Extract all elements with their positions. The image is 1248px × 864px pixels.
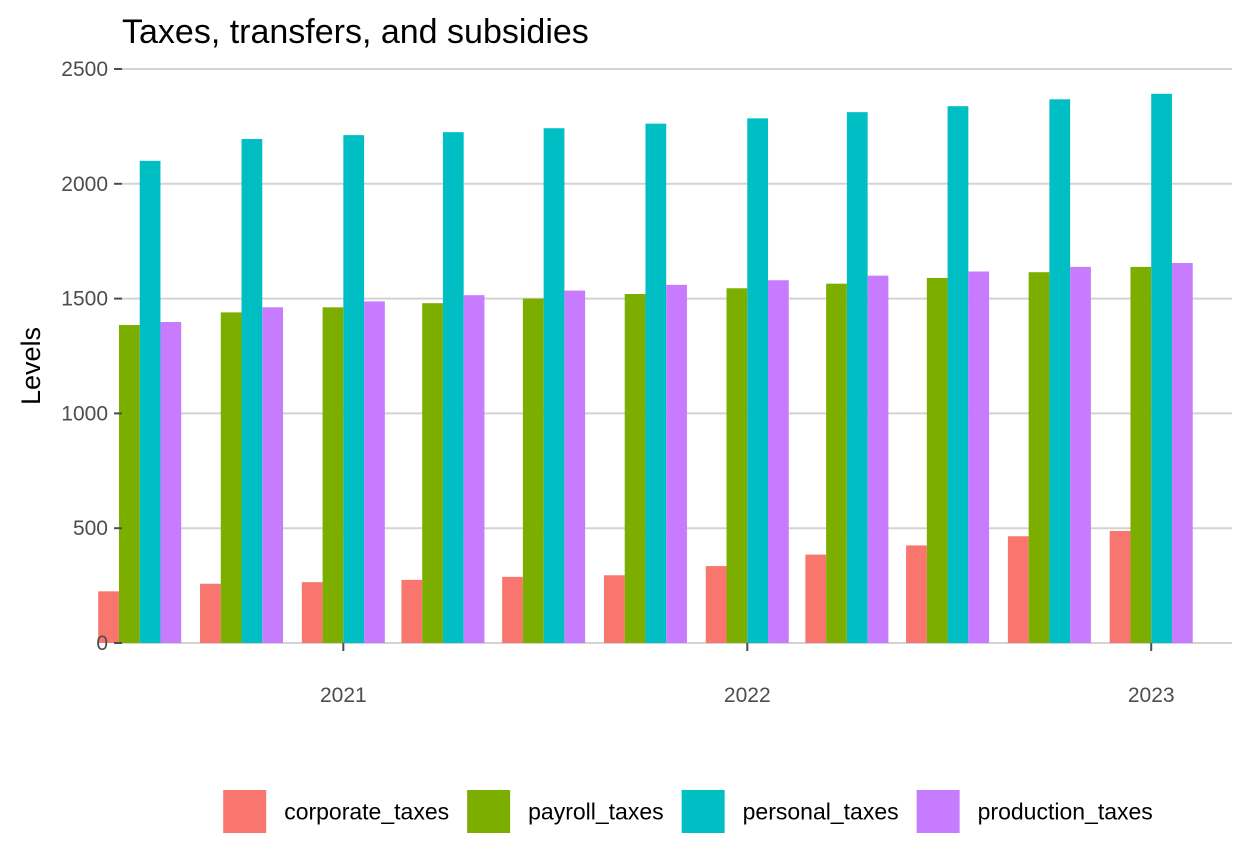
bar-payroll_taxes <box>624 294 646 643</box>
legend-label-corporate_taxes: corporate_taxes <box>284 799 449 825</box>
y-tick-label: 2000 <box>61 173 108 196</box>
legend-key-corporate_taxes <box>223 790 267 833</box>
legend: corporate_taxes payroll_taxes personal_tax… <box>223 790 1153 833</box>
bar-corporate_taxes <box>1109 530 1131 643</box>
bar-production_taxes <box>564 290 586 643</box>
bar-production_taxes <box>463 295 485 643</box>
bar-personal_taxes <box>343 135 365 643</box>
bar-payroll_taxes <box>118 325 140 643</box>
y-axis: 0 500 1000 1500 2000 2500 <box>61 58 122 655</box>
bar-corporate_taxes <box>301 582 323 643</box>
legend-key-payroll_taxes <box>467 790 511 833</box>
bar-production_taxes <box>768 280 789 643</box>
bar-production_taxes <box>160 322 182 643</box>
bar-payroll_taxes <box>522 298 544 643</box>
bar-personal_taxes <box>645 123 667 643</box>
bar-personal_taxes <box>139 160 161 643</box>
bar-payroll_taxes <box>220 312 242 643</box>
bar-personal_taxes <box>1049 99 1071 643</box>
bar-production_taxes <box>666 284 687 643</box>
legend-key-personal_taxes <box>681 790 725 833</box>
legend-key-production_taxes <box>916 790 960 833</box>
bar-production_taxes <box>867 275 889 643</box>
bar-personal_taxes <box>241 139 263 643</box>
x-axis: 2021 2022 2023 <box>320 643 1175 707</box>
bar-payroll_taxes <box>826 283 847 643</box>
bars <box>98 93 1193 644</box>
bar-payroll_taxes <box>726 288 748 643</box>
bar-payroll_taxes <box>1130 266 1152 643</box>
bar-payroll_taxes <box>1028 272 1050 643</box>
y-tick-label: 2500 <box>61 58 108 81</box>
bar-personal_taxes <box>947 106 969 643</box>
bar-personal_taxes <box>1151 93 1172 644</box>
bar-corporate_taxes <box>98 591 119 643</box>
bar-corporate_taxes <box>1007 536 1029 643</box>
x-tick-label: 2023 <box>1128 684 1175 707</box>
bar-production_taxes <box>1171 263 1193 643</box>
x-tick-label: 2021 <box>320 684 367 707</box>
bar-corporate_taxes <box>603 575 625 643</box>
x-tick-label: 2022 <box>724 684 771 707</box>
bar-personal_taxes <box>846 112 868 643</box>
bar-payroll_taxes <box>422 303 443 643</box>
y-tick-label: 500 <box>73 517 108 540</box>
bar-corporate_taxes <box>705 566 727 643</box>
bar-corporate_taxes <box>401 579 423 643</box>
bar-production_taxes <box>364 301 385 643</box>
bar-payroll_taxes <box>926 277 948 643</box>
bar-production_taxes <box>968 271 990 643</box>
bar-corporate_taxes <box>502 576 523 643</box>
y-tick-label: 0 <box>96 632 108 655</box>
bar-personal_taxes <box>543 128 565 644</box>
bar-payroll_taxes <box>322 307 344 643</box>
y-tick-label: 1500 <box>61 288 108 311</box>
bar-production_taxes <box>262 307 284 643</box>
y-axis-label: Levels <box>16 327 46 405</box>
bar-production_taxes <box>1070 266 1091 643</box>
chart-title: Taxes, transfers, and subsidies <box>122 13 589 51</box>
legend-label-production_taxes: production_taxes <box>978 799 1153 825</box>
bar-corporate_taxes <box>200 583 221 643</box>
legend-label-personal_taxes: personal_taxes <box>743 799 899 825</box>
bar-corporate_taxes <box>805 554 827 643</box>
y-tick-label: 1000 <box>61 402 108 425</box>
bar-personal_taxes <box>442 132 464 643</box>
legend-label-payroll_taxes: payroll_taxes <box>528 799 664 825</box>
bar-corporate_taxes <box>906 545 927 643</box>
bar-personal_taxes <box>747 118 769 644</box>
